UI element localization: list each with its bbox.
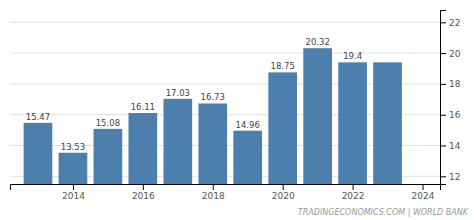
x-axis-tick-label: 2014 [62,191,85,201]
x-axis-line [11,185,441,191]
x-axis-tick: 2018 [202,184,225,201]
bar [129,113,158,184]
y-axis-tick-label: 22 [449,18,460,28]
bar [94,129,123,184]
data-label: 15.08 [96,118,120,128]
bar [59,153,88,184]
data-labels: 15.47 13.53 15.08 16.11 17.03 16.73 14.96 18.75… [26,37,362,152]
data-label: 17.03 [166,88,190,98]
data-label: 16.73 [201,92,225,102]
x-axis-tick: 2024 [412,184,435,201]
x-axis-tick-label: 2018 [202,191,225,201]
y-axis-tick: 22 [440,18,460,28]
y-axis-tick: 18 [440,79,461,89]
x-axis-tick-label: 2024 [412,191,435,201]
x-axis-tick-label: 2020 [272,191,295,201]
y-axis-tick-label: 18 [449,79,461,89]
bar [268,72,297,184]
data-label: 14.96 [236,120,260,130]
x-axis-tick-mark [213,184,214,190]
x-axis-tick-mark [73,184,74,190]
bar [303,48,332,184]
y-axis-tick-mark [440,146,446,147]
data-label: 15.47 [26,112,50,122]
bars [24,48,402,184]
y-axis-tick-label: 12 [449,172,460,182]
bar [198,103,227,184]
plot: 20142016201820202022202412141618202215.4… [10,11,461,202]
bar [373,62,402,184]
bar [233,131,262,184]
y-axis-tick-label: 20 [449,48,461,58]
y-axis-line [441,11,447,185]
data-label: 19.4 [343,51,362,61]
y-axis-tick-mark [440,53,446,54]
y-axis-tick-mark [440,22,446,23]
data-label: 16.11 [131,102,155,112]
x-axis-tick: 2016 [132,184,155,201]
y-axis-tick: 16 [440,110,461,120]
x-axis-tick-mark [143,184,144,190]
y-axis-tick: 12 [440,172,460,182]
x-axis-tick-label: 2016 [132,191,155,201]
bar [24,123,53,184]
grid-line [10,53,440,54]
x-axis: 2014 2016 2018 2020 2022 2024 [11,184,441,201]
y-axis-tick-mark [440,84,446,85]
chart: 20142016201820202022202412141618202215.4… [0,0,474,220]
y-axis-tick: 20 [440,48,461,58]
data-label: 13.53 [61,142,85,152]
data-label: 18.75 [271,61,295,71]
y-axis-tick: 14 [440,141,461,151]
x-axis-tick-mark [283,184,284,190]
x-axis-tick: 2022 [342,184,365,201]
x-axis-tick: 2020 [272,184,295,201]
annotation: TRADINGECONOMICS.COM | WORLD BANK [298,208,469,217]
bar [338,62,367,184]
x-axis-tick-label: 2022 [342,191,365,201]
y-axis: 12 14 16 18 20 22 [440,11,461,185]
x-axis-tick: 2014 [62,184,85,201]
y-axis-tick-mark [440,176,446,177]
x-axis-tick-mark [423,184,424,190]
y-axis-tick-label: 14 [449,141,461,151]
x-axis-tick-mark [353,184,354,190]
data-label: 20.32 [305,37,329,47]
y-axis-tick-mark [440,115,446,116]
grid-line [10,22,440,23]
bar [163,99,192,184]
y-axis-tick-label: 16 [449,110,461,120]
